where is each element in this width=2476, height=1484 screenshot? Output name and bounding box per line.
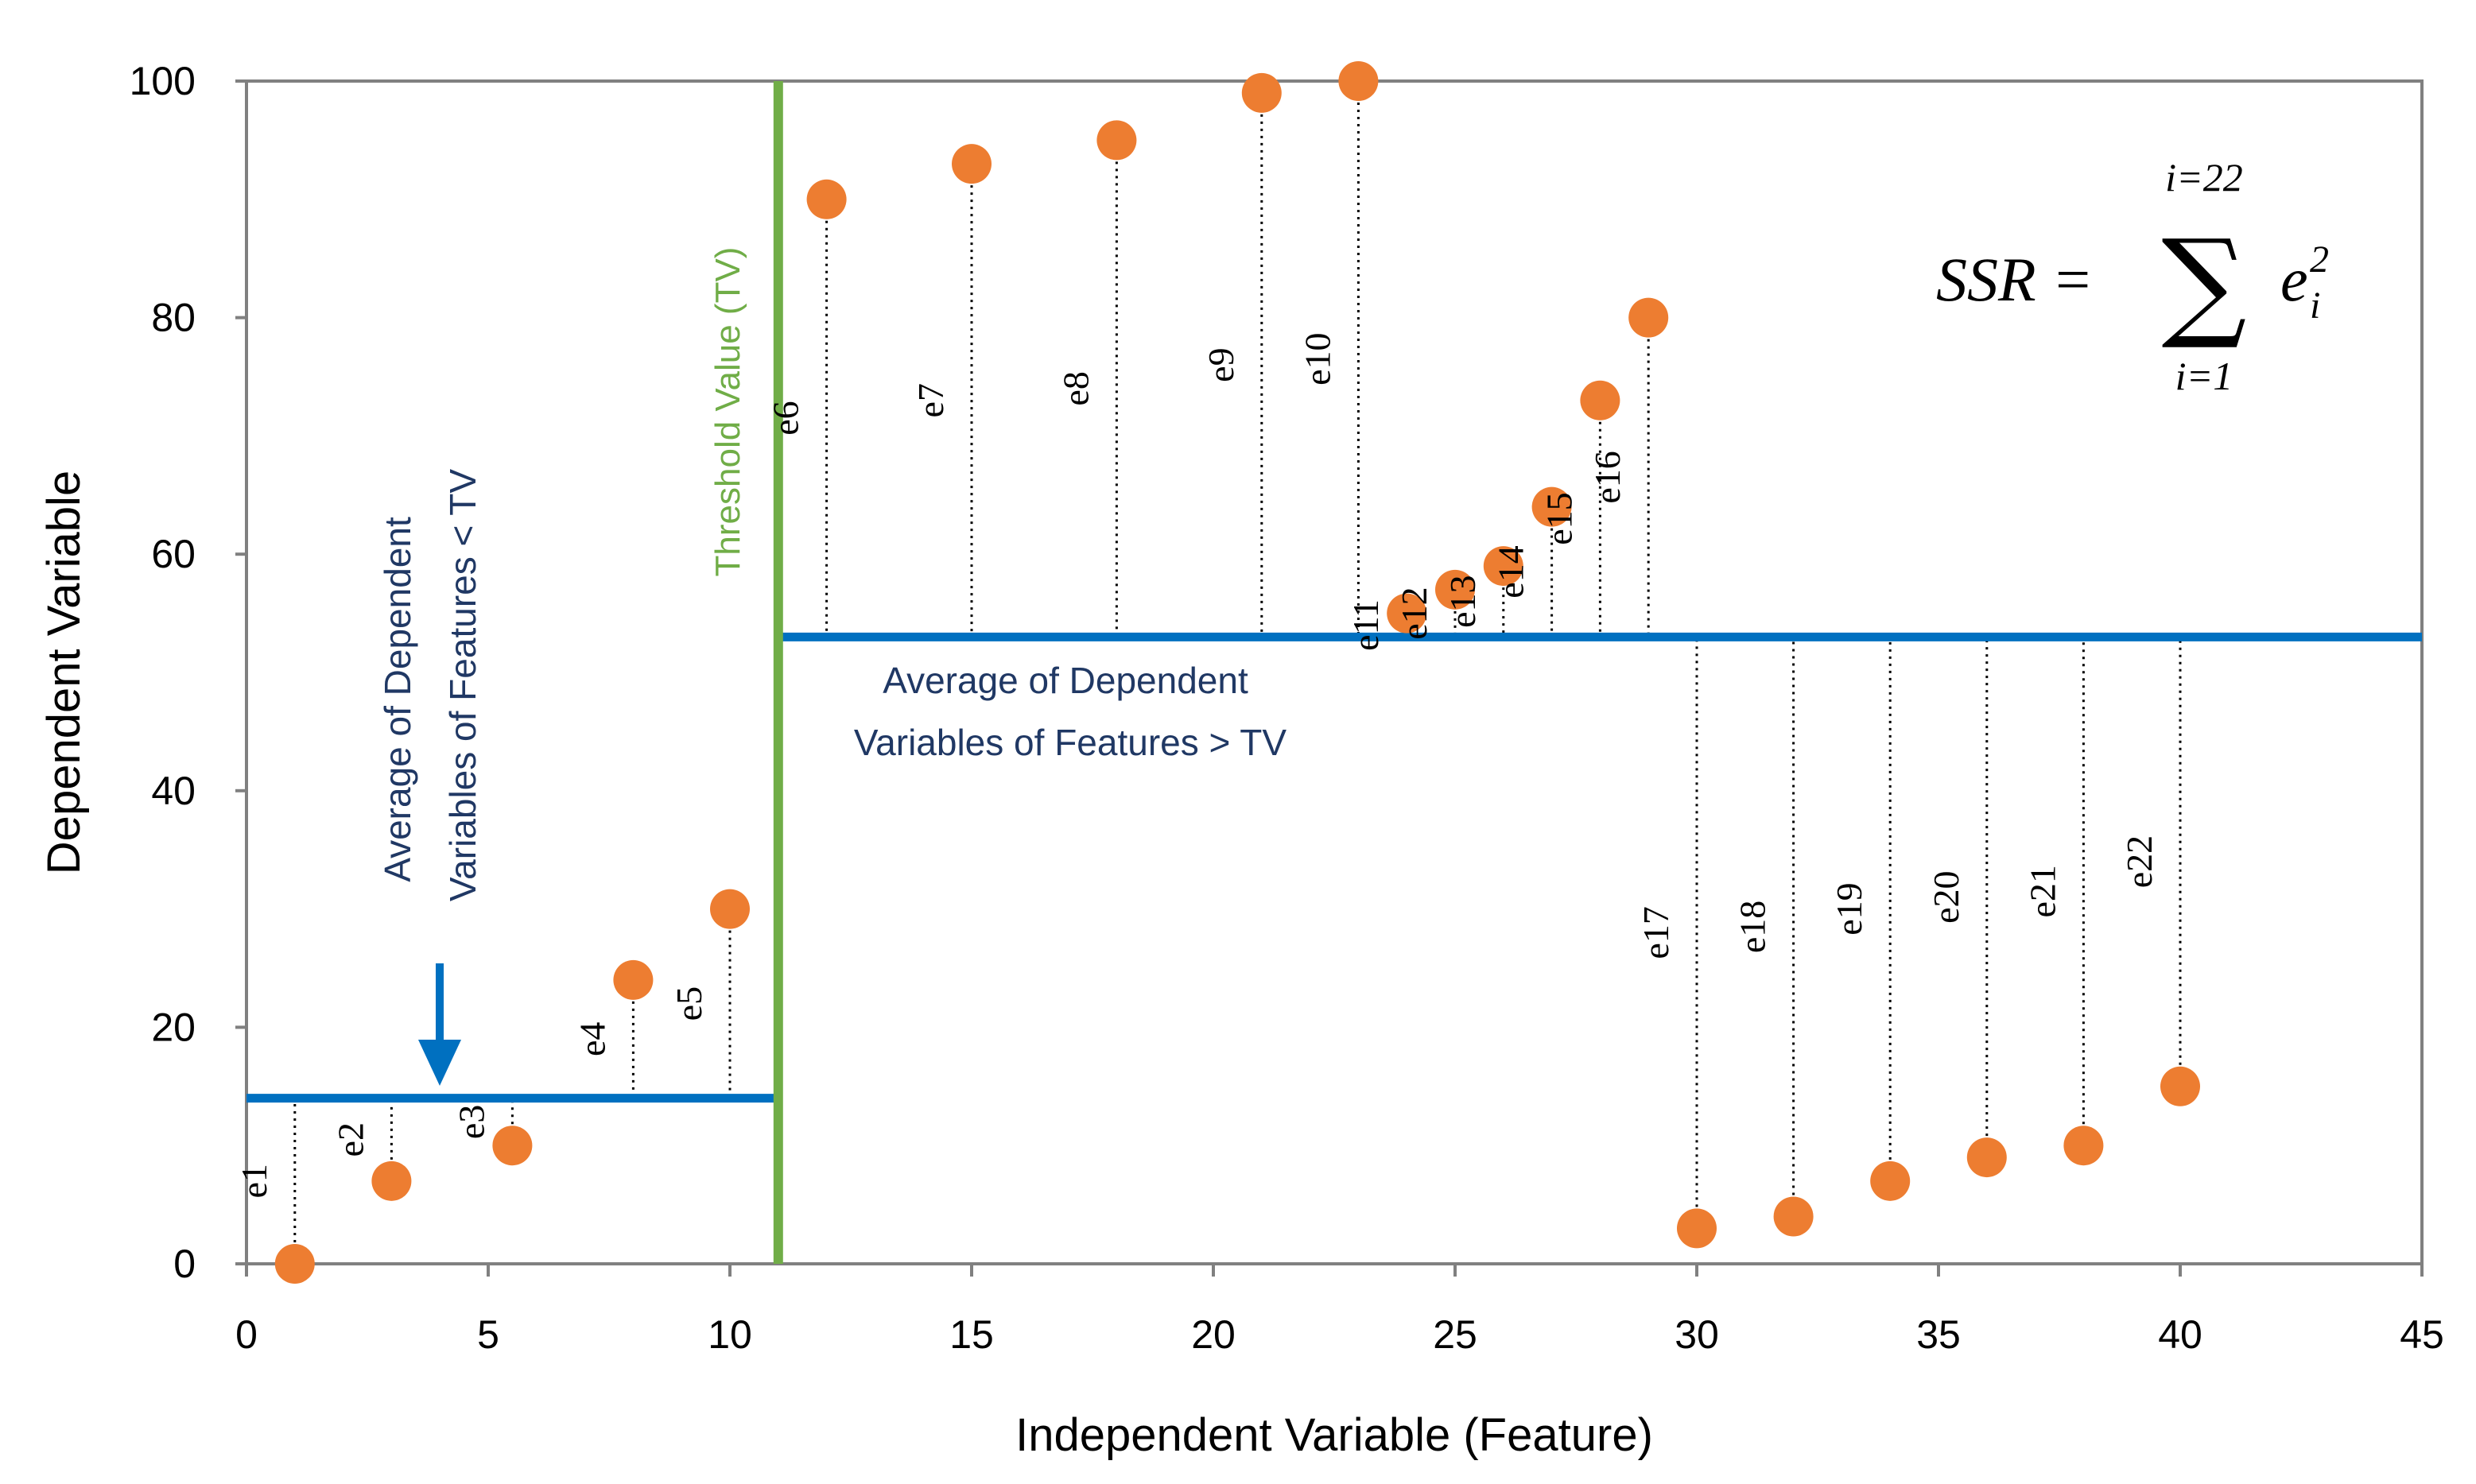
x-tick-label: 20 <box>1191 1312 1236 1357</box>
residual-label-e9: e9 <box>1201 347 1241 382</box>
x-tick-label: 5 <box>477 1312 499 1357</box>
residual-label-e15: e15 <box>1539 492 1579 544</box>
data-point-e9 <box>1241 72 1282 113</box>
data-point-e14 <box>1531 486 1572 527</box>
residual-label-e21: e21 <box>2022 865 2063 917</box>
residual-label-e18: e18 <box>1733 901 1773 953</box>
x-tick-label: 45 <box>2400 1312 2444 1357</box>
residual-label-e1: e1 <box>234 1164 274 1198</box>
residual-label-e8: e8 <box>1055 371 1096 405</box>
ssr-formula: SSR = ∑ i=22 i=1 e i 2 <box>1936 155 2329 398</box>
sum-lower-limit: i=1 <box>2175 354 2233 398</box>
x-tick-label: 35 <box>1916 1312 1961 1357</box>
y-tick-label: 40 <box>151 769 196 813</box>
x-tick-label: 10 <box>708 1312 752 1357</box>
data-point-e2 <box>371 1160 412 1201</box>
formula-term: e <box>2280 245 2308 314</box>
residual-label-e2: e2 <box>330 1122 371 1157</box>
data-point-e13 <box>1483 546 1523 587</box>
data-point-e4 <box>613 959 654 1000</box>
residual-label-e4: e4 <box>572 1022 612 1056</box>
residual-label-e14: e14 <box>1491 545 1531 598</box>
plot-frame <box>245 79 2424 1265</box>
data-point-e21 <box>2063 1126 2104 1166</box>
sum-upper-limit: i=22 <box>2165 155 2243 200</box>
residual-label-e11: e11 <box>1345 599 1386 651</box>
data-point-e16 <box>1628 297 1669 338</box>
data-point-e7 <box>952 144 992 184</box>
y-tick-label: 80 <box>151 296 196 340</box>
sum-symbol: ∑ <box>2161 215 2246 353</box>
residual-label-e22: e22 <box>2119 835 2160 888</box>
data-point-e3 <box>492 1126 533 1166</box>
x-tick-label: 0 <box>235 1312 258 1357</box>
x-axis-title: Independent Variable (Feature) <box>1015 1409 1653 1461</box>
data-point-e15 <box>1580 380 1620 420</box>
x-tick-label: 40 <box>2158 1312 2202 1357</box>
residual-label-e5: e5 <box>669 986 709 1021</box>
residual-label-e10: e10 <box>1297 332 1337 385</box>
residual-label-e7: e7 <box>910 383 951 417</box>
residual-label-e19: e19 <box>1829 882 1869 935</box>
data-point-e12 <box>1435 569 1475 610</box>
y-axis-title: Dependent Variable <box>38 471 90 874</box>
y-tick-label: 100 <box>130 59 196 103</box>
data-point-e8 <box>1096 120 1137 161</box>
y-tick-label: 20 <box>151 1005 196 1049</box>
residual-label-e6: e6 <box>766 401 806 435</box>
data-point-e5 <box>710 889 750 929</box>
x-tick-label: 15 <box>949 1312 994 1357</box>
threshold-label: Threshold Value (TV) <box>708 247 747 577</box>
formula-lhs: SSR = <box>1936 245 2094 314</box>
down-arrow-icon <box>418 963 461 1086</box>
data-point-e19 <box>1870 1160 1911 1201</box>
x-tick-marks <box>245 1264 2424 1277</box>
data-point-e6 <box>806 179 847 219</box>
residual-label-e20: e20 <box>1926 871 1966 924</box>
residual-label-e16: e16 <box>1587 451 1628 503</box>
y-tick-labels: 0 20 40 60 80 100 <box>130 59 196 1286</box>
formula-superscript: 2 <box>2310 238 2329 281</box>
average-right-label-line2: Variables of Features > TV <box>854 722 1287 763</box>
data-point-e17 <box>1677 1208 1717 1249</box>
data-point-e1 <box>274 1244 315 1284</box>
data-point-e18 <box>1773 1196 1814 1237</box>
residual-label-e17: e17 <box>1636 906 1676 959</box>
y-tick-marks <box>235 79 246 1265</box>
data-point-e10 <box>1338 61 1379 101</box>
formula-subscript: i <box>2310 285 2320 327</box>
average-right-label-line1: Average of Dependent <box>883 660 1248 701</box>
y-tick-label: 0 <box>173 1242 196 1286</box>
data-points <box>274 61 2200 1284</box>
residual-label-e13: e13 <box>1442 575 1483 628</box>
data-point-e22 <box>2160 1066 2200 1106</box>
x-tick-labels: 0 5 10 15 20 25 30 35 40 45 <box>235 1312 2444 1357</box>
y-tick-label: 60 <box>151 532 196 576</box>
data-point-e11 <box>1387 593 1427 634</box>
x-tick-label: 25 <box>1433 1312 1477 1357</box>
data-point-e20 <box>1966 1137 2007 1178</box>
residual-label-e3: e3 <box>451 1105 491 1139</box>
x-tick-label: 30 <box>1675 1312 1719 1357</box>
average-left-label-line2: Variables of Features < TV <box>442 469 483 902</box>
residual-lines <box>293 81 2182 1264</box>
residual-label-e12: e12 <box>1394 587 1434 639</box>
average-left-label-line1: Average of Dependent <box>377 517 418 882</box>
